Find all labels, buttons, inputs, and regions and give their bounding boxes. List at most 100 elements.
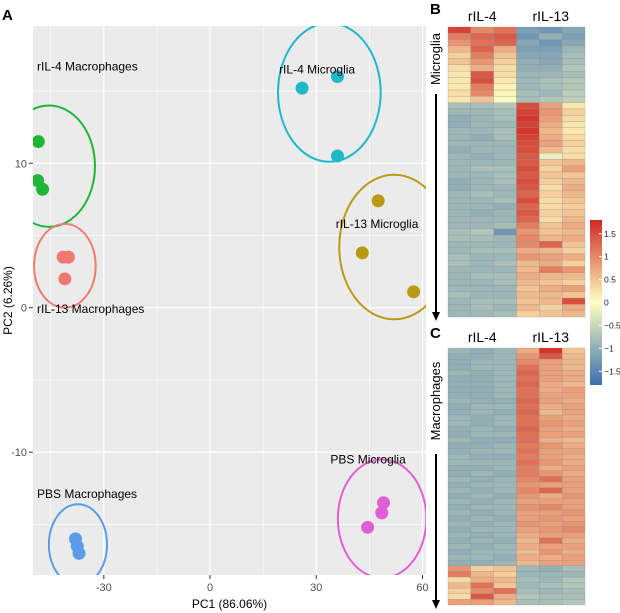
heat-cell xyxy=(447,454,471,460)
heat-cell xyxy=(493,260,517,267)
heatmap-microglia: rIL-4 rIL-13 Microglia xyxy=(428,8,586,321)
heat-cell xyxy=(516,431,540,438)
heat-cell xyxy=(539,279,563,286)
heat-cell xyxy=(539,454,563,460)
heat-cell xyxy=(539,77,563,84)
heat-cell xyxy=(562,216,586,223)
heat-cell xyxy=(470,593,494,600)
heat-cell xyxy=(470,310,494,318)
heat-cell xyxy=(470,127,494,135)
heat-cell xyxy=(516,209,540,217)
heatmap-c-cells xyxy=(447,347,586,606)
heat-cell xyxy=(470,228,494,236)
heat-cell xyxy=(539,253,563,261)
heat-cell xyxy=(562,234,586,242)
heat-cell xyxy=(447,279,471,286)
heat-cell xyxy=(516,353,540,360)
heat-cell xyxy=(470,509,494,516)
heat-cell xyxy=(447,171,471,179)
heat-cell xyxy=(493,102,517,110)
heat-cell xyxy=(493,493,517,499)
heat-cell xyxy=(470,209,494,217)
heat-cell xyxy=(470,178,494,185)
pca-points xyxy=(33,70,421,560)
heat-cell xyxy=(447,403,471,410)
heat-cell xyxy=(562,297,586,305)
heat-cell xyxy=(470,121,494,128)
heat-cell xyxy=(562,253,586,261)
heat-cell xyxy=(539,515,563,522)
heat-cell xyxy=(470,442,494,449)
heat-cell xyxy=(539,209,563,217)
heat-cell xyxy=(493,165,517,173)
heat-cell xyxy=(516,190,540,198)
heat-cell xyxy=(516,347,540,354)
heat-cell xyxy=(493,353,517,360)
x-tick-label: -30 xyxy=(96,582,112,594)
heat-cell xyxy=(539,409,563,416)
heat-cell xyxy=(539,437,563,444)
heat-cell xyxy=(539,33,563,40)
heat-cell xyxy=(493,71,517,78)
colorbar-tick-label: 1 xyxy=(604,252,609,262)
heat-cell xyxy=(539,108,563,116)
heat-cell xyxy=(516,39,540,47)
heat-cell xyxy=(493,297,517,305)
group-label-1: rIL-13 Macrophages xyxy=(37,302,144,316)
heat-cell xyxy=(447,431,471,438)
heat-cell xyxy=(493,228,517,236)
heat-cell xyxy=(539,184,563,192)
heat-cell xyxy=(470,140,494,147)
heatmap-c-arrowhead xyxy=(432,600,440,609)
heat-cell xyxy=(539,64,563,72)
heat-cell xyxy=(516,71,540,78)
panel-label-b: B xyxy=(430,1,441,18)
heat-cell xyxy=(516,272,540,280)
heat-cell xyxy=(516,560,540,567)
heat-cell xyxy=(493,532,517,539)
heat-cell xyxy=(493,481,517,488)
heat-cell xyxy=(493,582,517,589)
y-tick-label: 10 xyxy=(15,158,27,170)
heat-cell xyxy=(516,543,540,550)
heat-cell xyxy=(493,184,517,192)
heat-cell xyxy=(493,285,517,292)
ellipse-1 xyxy=(33,222,97,309)
heat-cell xyxy=(447,532,471,539)
heat-cell xyxy=(493,359,517,365)
heat-cell xyxy=(516,414,540,421)
heat-cell xyxy=(493,279,517,286)
heat-cell xyxy=(562,359,586,365)
heat-cell xyxy=(562,381,586,388)
heat-cell xyxy=(539,381,563,388)
heat-cell xyxy=(470,96,494,103)
heat-cell xyxy=(562,45,586,53)
heat-cell xyxy=(516,565,540,572)
group-label-2: PBS Macrophages xyxy=(37,487,137,501)
heat-cell xyxy=(562,39,586,47)
heat-cell xyxy=(562,543,586,550)
heat-cell xyxy=(539,420,563,427)
heat-cell xyxy=(493,588,517,594)
heat-cell xyxy=(516,285,540,292)
heat-cell xyxy=(516,121,540,128)
heat-cell xyxy=(516,526,540,533)
heat-cell xyxy=(447,58,471,65)
heatmap-b-cells xyxy=(447,26,586,318)
heat-cell xyxy=(470,347,494,354)
heat-cell xyxy=(470,190,494,198)
group-label-3: rIL-4 Microglia xyxy=(279,62,355,76)
heat-cell xyxy=(493,565,517,572)
heat-cell xyxy=(447,127,471,135)
heat-cell xyxy=(562,582,586,589)
y-tick-label: -10 xyxy=(11,447,27,459)
heat-cell xyxy=(493,58,517,65)
heat-cell xyxy=(447,39,471,47)
heat-cell xyxy=(539,152,563,160)
heat-cell xyxy=(562,476,586,483)
heat-cell xyxy=(539,266,563,273)
heat-cell xyxy=(493,509,517,516)
heat-cell xyxy=(539,96,563,103)
heat-cell xyxy=(470,465,494,472)
heat-cell xyxy=(447,83,471,91)
